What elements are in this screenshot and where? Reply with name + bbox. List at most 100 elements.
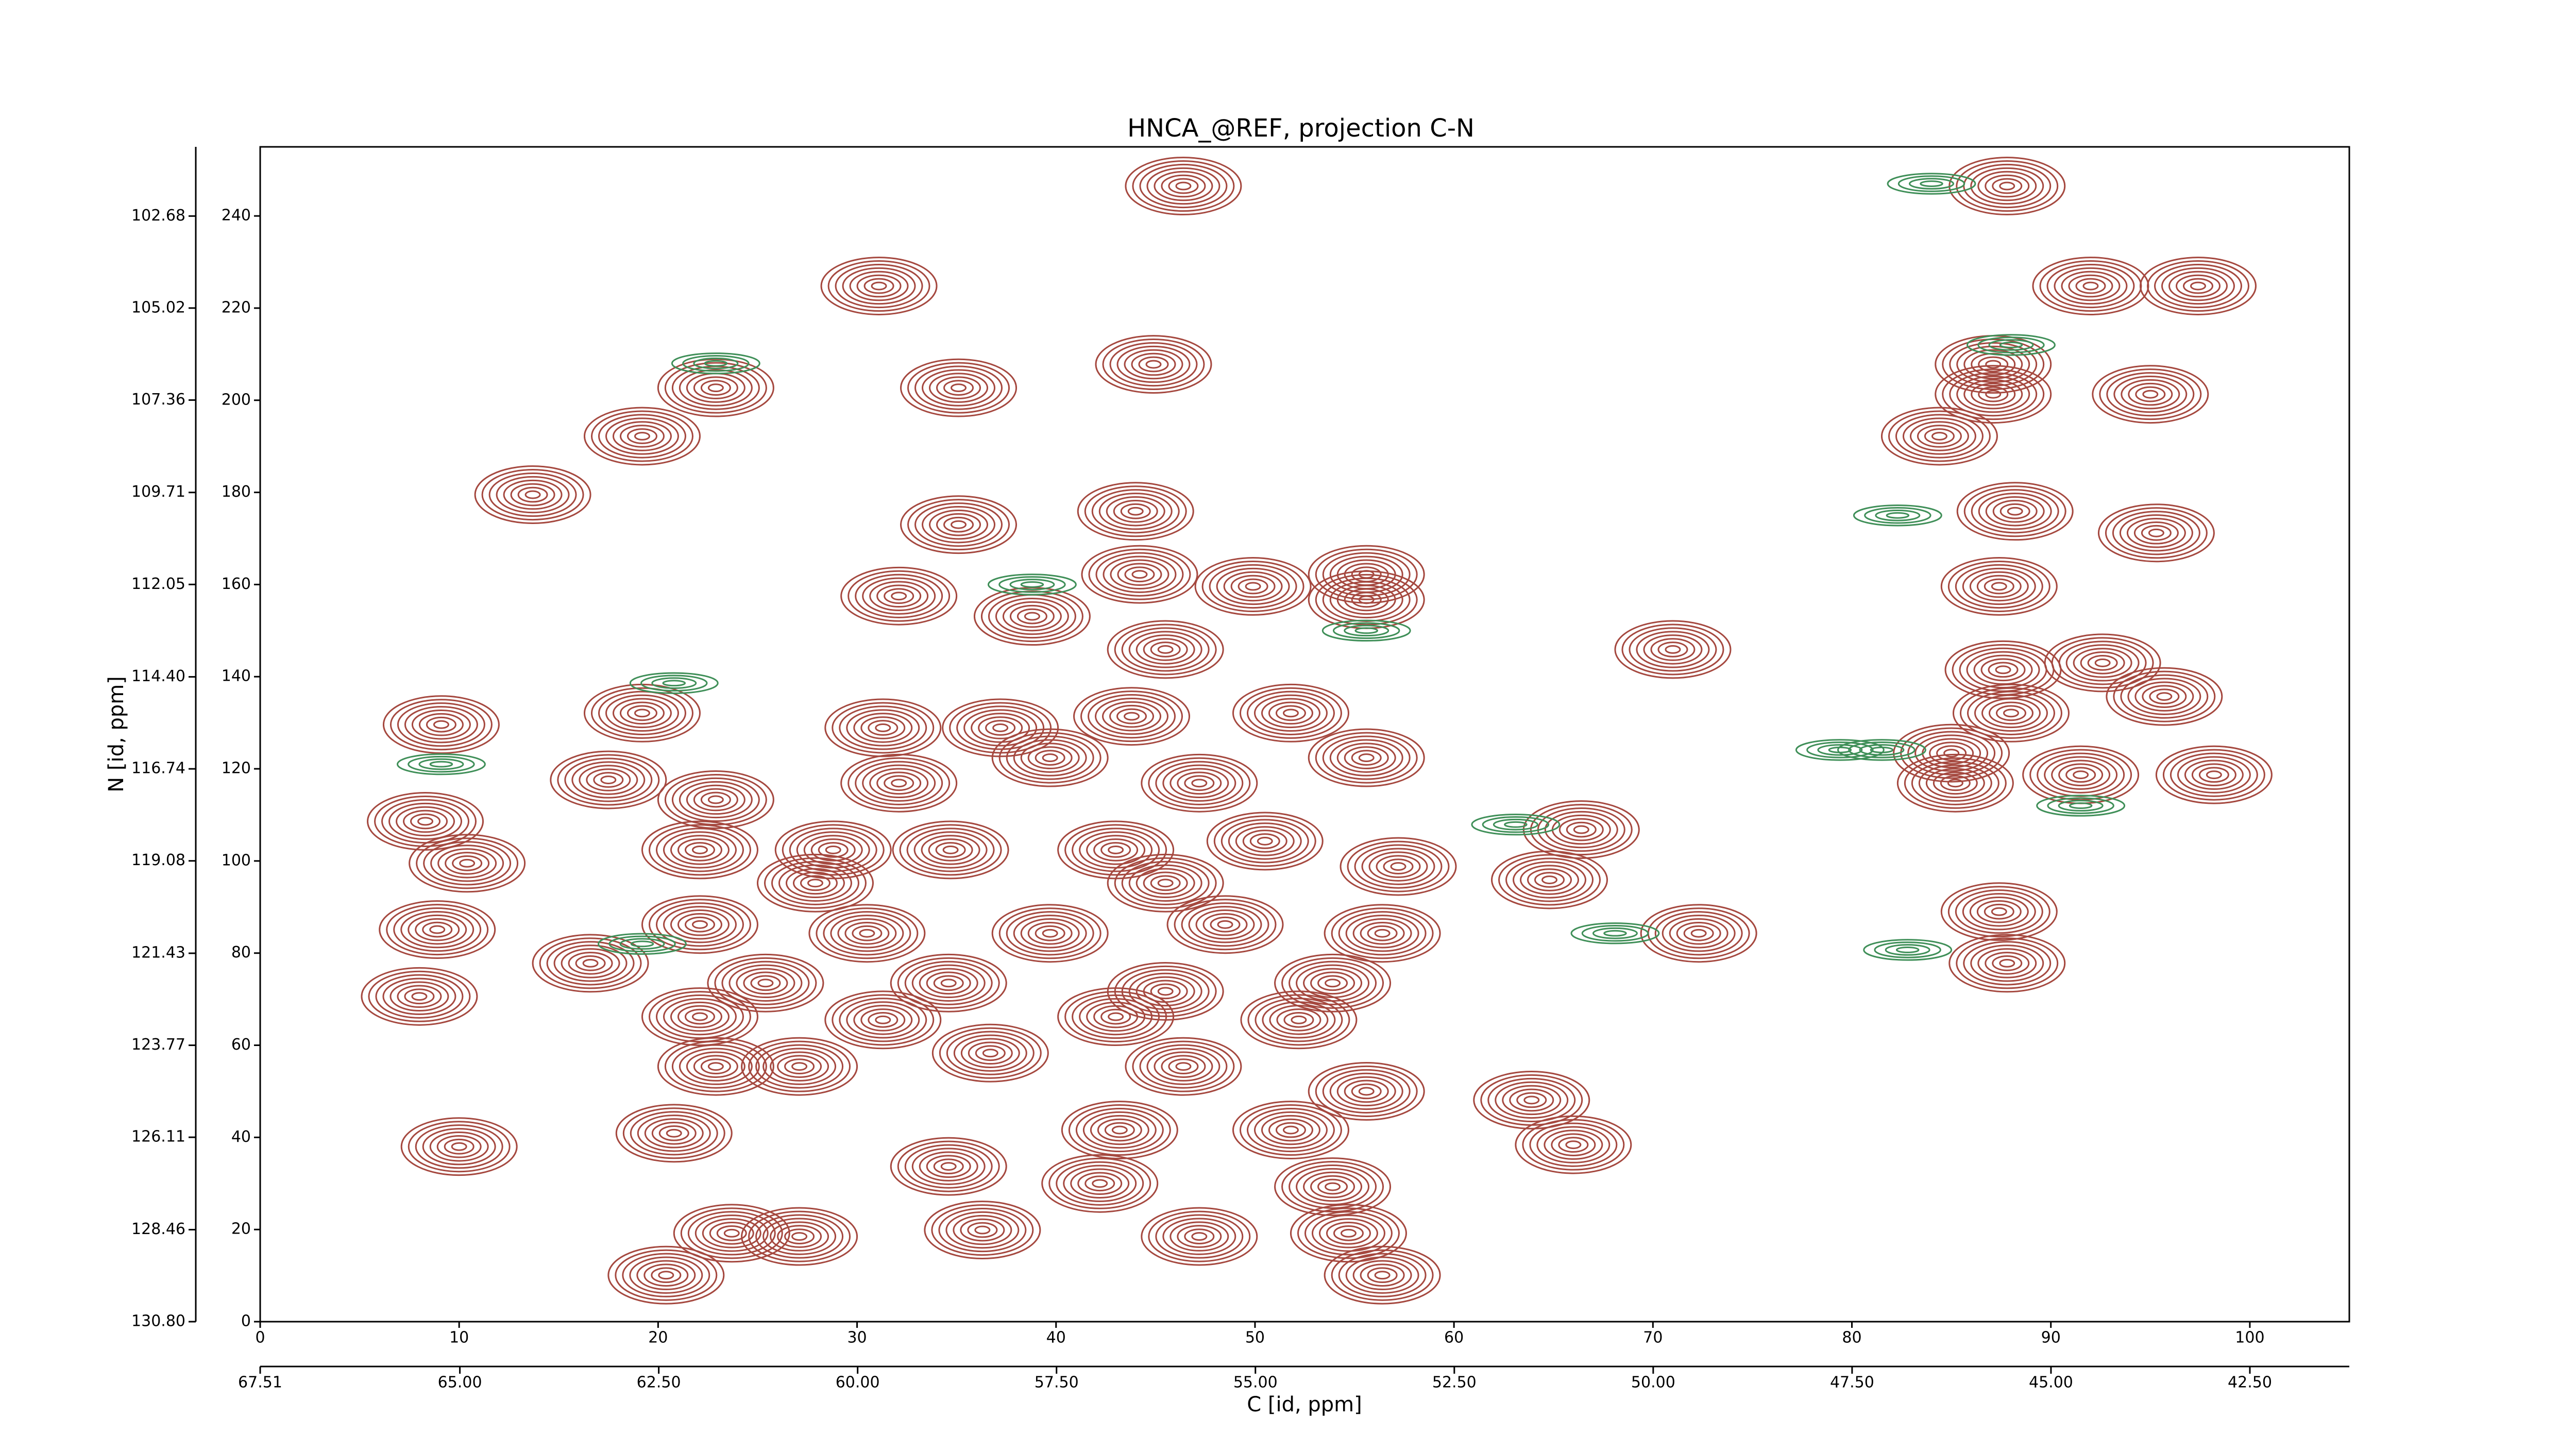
contour-ring <box>1116 708 1147 724</box>
contour-ring <box>671 777 760 822</box>
contour-ring <box>764 857 867 909</box>
contour-ring <box>389 699 493 751</box>
x2-tick-label: 67.51 <box>238 1374 282 1392</box>
contour-ring <box>1150 875 1181 891</box>
contour-ring <box>1091 489 1180 534</box>
contour-ring <box>1310 971 1355 995</box>
contour-ring <box>1977 171 2037 201</box>
contour-ring <box>1676 921 1721 945</box>
contour-ring <box>2036 795 2126 817</box>
contour-ring <box>612 698 672 729</box>
contour-ring <box>679 1048 753 1085</box>
contour-ring <box>750 975 781 991</box>
contour-ring <box>1640 904 1757 963</box>
y2-tick-label: 126.11 <box>131 1128 185 1146</box>
contour-ring <box>2134 681 2194 712</box>
contour-ring <box>1988 701 2033 725</box>
contour-ring <box>2092 365 2209 424</box>
contour-ring <box>936 376 981 399</box>
contour-ring <box>1636 631 1710 668</box>
contour-ring <box>1690 929 1707 938</box>
contour-ring <box>2133 521 2179 545</box>
contour-ring <box>839 998 927 1042</box>
contour-ring <box>1495 1081 1569 1119</box>
contour-ring <box>1168 1058 1199 1075</box>
contour-ring <box>1522 1119 1625 1171</box>
peak <box>1041 1154 1159 1213</box>
peak <box>1232 1101 1349 1159</box>
contour-ring <box>778 864 852 902</box>
contour-ring <box>924 1201 1041 1260</box>
contour-ring <box>1515 1115 1632 1174</box>
contour-ring <box>1354 844 1443 889</box>
contour-ring <box>1079 998 1153 1036</box>
contour-ring <box>655 994 744 1039</box>
contour-ring <box>960 1218 1005 1242</box>
peak <box>741 1037 858 1096</box>
contour-ring <box>2184 760 2244 790</box>
contour-ring <box>691 920 708 929</box>
contour-ring <box>1340 837 1457 896</box>
peak <box>2092 365 2209 424</box>
contour-ring <box>991 728 1109 787</box>
contour-ring <box>1383 858 1414 874</box>
contour-ring <box>2155 745 2273 804</box>
contour-ring <box>1504 821 1528 828</box>
contour-ring <box>1534 872 1565 888</box>
contour-ring <box>2058 640 2147 685</box>
contour-ring <box>1318 1218 1378 1248</box>
contour-ring <box>1162 1218 1236 1255</box>
contour-ring <box>1157 987 1174 996</box>
peak <box>1240 990 1358 1050</box>
contour-ring <box>671 352 760 375</box>
contour-ring <box>1984 903 2014 920</box>
contour-ring <box>1969 571 2029 602</box>
peak <box>1515 1115 1632 1174</box>
peak <box>756 853 874 913</box>
contour-ring <box>1920 180 1943 187</box>
contour-ring <box>488 472 577 517</box>
contour-ring <box>1931 432 1947 441</box>
contour-ring <box>1086 835 1146 865</box>
peak <box>991 904 1109 963</box>
contour-ring <box>1072 994 1160 1039</box>
contour-ring <box>1970 167 2044 205</box>
contour-ring <box>622 1253 710 1297</box>
contour-ring <box>1315 573 1418 626</box>
contour-ring <box>975 1045 1006 1061</box>
contour-ring <box>1027 746 1073 769</box>
contour-ring <box>951 383 967 393</box>
contour-ring <box>846 1001 920 1039</box>
contour-ring <box>849 271 909 301</box>
contour-ring <box>2065 644 2140 682</box>
contour-ring <box>1962 893 2036 931</box>
contour-ring <box>1657 642 1688 657</box>
contour-ring <box>1324 904 1441 963</box>
contour-ring <box>911 1148 986 1185</box>
contour-ring <box>1125 1037 1242 1096</box>
contour-ring <box>748 1040 851 1092</box>
contour-ring <box>1321 619 1411 642</box>
contour-ring <box>1088 694 1176 739</box>
contour-ring <box>677 1005 722 1028</box>
peak <box>1321 619 1411 642</box>
contour-ring <box>848 570 951 622</box>
contour-ring <box>869 581 929 611</box>
contour-ring <box>615 1104 733 1163</box>
contour-ring <box>517 486 548 503</box>
contour-ring <box>904 960 993 1005</box>
contour-ring <box>1352 1260 1412 1290</box>
contour-ring <box>1177 771 1222 795</box>
contour-ring <box>945 1211 1020 1249</box>
contour-ring <box>2142 685 2187 708</box>
contour-ring <box>1253 694 1328 732</box>
contour-ring <box>1614 620 1732 679</box>
contour-ring <box>2106 667 2223 726</box>
contour-ring <box>557 754 660 806</box>
contour-ring <box>1016 608 1047 625</box>
contour-ring <box>1303 1171 1363 1202</box>
contour-ring <box>863 278 894 294</box>
contour-ring <box>1974 694 2048 732</box>
contour-ring <box>707 1062 724 1071</box>
contour-ring <box>670 909 730 940</box>
